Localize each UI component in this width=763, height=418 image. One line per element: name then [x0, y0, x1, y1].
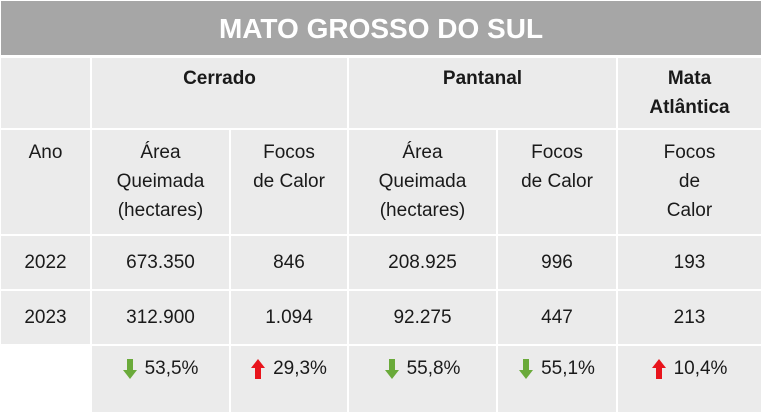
arrow-up-icon [651, 358, 666, 379]
header-line: (hectares) [379, 200, 466, 221]
cell-cerrado-focos: 846 [231, 236, 349, 291]
header-line: Focos [263, 142, 315, 163]
cell-pantanal-focos: 447 [498, 291, 618, 346]
cell-cerrado-area: 673.350 [92, 236, 231, 291]
change-empty-cell [1, 346, 92, 414]
change-mata-focos: 10,4% [618, 346, 761, 414]
change-cerrado-focos: 29,3% [231, 346, 349, 414]
column-header-row: Ano Área Queimada (hectares) Focos de Ca… [1, 130, 761, 236]
arrow-up-icon [251, 358, 266, 379]
header-line: Calor [666, 200, 713, 221]
header-line: Focos [531, 142, 583, 163]
cell-mata-focos: 213 [618, 291, 761, 346]
table-row-2023: 2023 312.900 1.094 92.275 447 213 [1, 291, 761, 346]
header-line: Queimada [378, 171, 467, 192]
header-line: de Calor [253, 171, 325, 192]
header-cerrado-focos: Focos de Calor [231, 130, 349, 236]
mata-atlantica-line2: Atlântica [649, 97, 730, 118]
arrow-down-icon [519, 358, 534, 379]
header-mata-focos: Focos de Calor [618, 130, 761, 236]
cell-pantanal-area: 92.275 [349, 291, 498, 346]
header-ano: Ano [1, 130, 92, 236]
header-line: (hectares) [117, 200, 204, 221]
cell-ano: 2022 [1, 236, 92, 291]
biome-header-row: Cerrado Pantanal Mata Atlântica [1, 58, 761, 130]
cell-pantanal-area: 208.925 [349, 236, 498, 291]
mata-atlantica-line1: Mata [667, 68, 712, 89]
cell-ano: 2023 [1, 291, 92, 346]
arrow-down-icon [122, 358, 137, 379]
change-pantanal-focos: 55,1% [498, 346, 618, 414]
cell-cerrado-area: 312.900 [92, 291, 231, 346]
biome-header-pantanal: Pantanal [349, 58, 618, 130]
biome-header-mata-atlantica: Mata Atlântica [618, 58, 761, 130]
header-line: Focos [663, 142, 716, 163]
arrow-down-icon [384, 358, 399, 379]
biome-header-cerrado: Cerrado [92, 58, 349, 130]
change-value: 10,4% [673, 358, 728, 379]
change-pantanal-area: 55,8% [349, 346, 498, 414]
cell-mata-focos: 193 [618, 236, 761, 291]
table-title: MATO GROSSO DO SUL [1, 1, 761, 58]
cell-cerrado-focos: 1.094 [231, 291, 349, 346]
table-row-2022: 2022 673.350 846 208.925 996 193 [1, 236, 761, 291]
header-pantanal-area: Área Queimada (hectares) [349, 130, 498, 236]
header-line: Área [402, 142, 443, 163]
header-line: de Calor [521, 171, 593, 192]
header-cerrado-area: Área Queimada (hectares) [92, 130, 231, 236]
header-pantanal-focos: Focos de Calor [498, 130, 618, 236]
biome-header-empty [1, 58, 92, 130]
header-line: Queimada [116, 171, 205, 192]
header-line: Área [140, 142, 181, 163]
title-row: MATO GROSSO DO SUL [1, 1, 761, 58]
header-line: de [678, 171, 701, 192]
change-value: 53,5% [144, 358, 199, 379]
change-value: 29,3% [273, 358, 327, 379]
cell-pantanal-focos: 996 [498, 236, 618, 291]
change-value: 55,1% [541, 358, 595, 379]
change-value: 55,8% [406, 358, 461, 379]
change-cerrado-area: 53,5% [92, 346, 231, 414]
change-row: 53,5% 29,3% 55,8% 55,1% 10,4% [1, 346, 761, 414]
